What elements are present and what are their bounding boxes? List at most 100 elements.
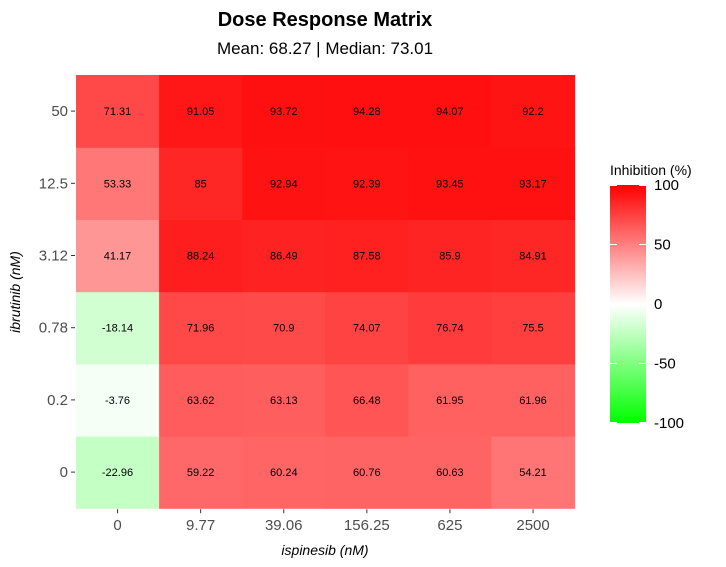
heatmap-cell xyxy=(76,75,160,148)
heatmap-cell xyxy=(242,363,326,437)
heatmap-cell xyxy=(325,75,409,148)
x-tick-label: 156.25 xyxy=(344,517,390,534)
x-axis: 0 9.77 39.06 156.25 625 2500 xyxy=(113,509,550,534)
cell-value-label: 93.72 xyxy=(270,106,298,118)
cell-value-label: 71.31 xyxy=(104,106,132,118)
y-tick-label: 12.5 xyxy=(39,175,68,192)
chart-subtitle: Mean: 68.27 | Median: 73.01 xyxy=(217,39,433,58)
cell-value-label: 70.9 xyxy=(273,323,294,335)
heatmap-cell xyxy=(408,436,493,509)
y-axis-title: ibrutinib (nM) xyxy=(7,251,23,333)
heatmap-cell xyxy=(159,147,243,220)
cell-value-label: 93.17 xyxy=(519,178,547,190)
heatmap-cell xyxy=(242,219,326,293)
y-tick-label: 0.78 xyxy=(39,320,68,337)
heatmap-cell xyxy=(408,291,493,365)
cell-value-label: 53.33 xyxy=(104,178,132,190)
heatmap-cell xyxy=(76,291,160,365)
cell-value-label: 61.95 xyxy=(436,395,464,407)
cell-value-label: 93.45 xyxy=(436,178,464,190)
cell-value-label: 54.21 xyxy=(519,467,547,479)
heatmap-cell xyxy=(159,75,243,148)
heatmap-cell xyxy=(159,291,243,365)
heatmap-cell xyxy=(242,147,326,220)
cell-value-label: 92.2 xyxy=(522,106,543,118)
cell-value-label: -22.96 xyxy=(102,467,133,479)
heatmap-cell xyxy=(325,436,409,509)
heatmap-cell xyxy=(76,436,160,509)
heatmap-cell xyxy=(491,363,576,437)
cell-value-label: 41.17 xyxy=(104,251,132,263)
cell-value-label: 92.39 xyxy=(353,178,381,190)
x-tick-label: 625 xyxy=(437,517,462,534)
cell-value-label: 94.07 xyxy=(436,106,464,118)
x-axis-title: ispinesib (nM) xyxy=(281,542,368,558)
x-tick-label: 0 xyxy=(113,517,121,534)
cell-value-label: 63.13 xyxy=(270,395,298,407)
cell-value-label: 66.48 xyxy=(353,395,381,407)
cell-value-label: 74.07 xyxy=(353,323,381,335)
legend-tick-label: 0 xyxy=(654,296,662,313)
heatmap-cell xyxy=(242,291,326,365)
heatmap-cell xyxy=(491,291,576,365)
cell-value-label: 60.63 xyxy=(436,467,464,479)
cell-value-label: 71.96 xyxy=(187,323,215,335)
cell-value-label: 59.22 xyxy=(187,467,215,479)
legend-tick-label: 50 xyxy=(654,237,671,254)
heatmap-cell xyxy=(159,436,243,509)
heatmap-cell xyxy=(491,219,576,293)
cell-value-label: 75.5 xyxy=(522,323,543,335)
heatmap-cell xyxy=(76,363,160,437)
y-axis: 0 0.2 0.78 3.12 12.5 50 xyxy=(39,103,75,481)
heatmap-cell xyxy=(159,363,243,437)
cell-value-label: 92.94 xyxy=(270,178,298,190)
y-tick-label: 50 xyxy=(51,103,68,120)
heatmap-cell xyxy=(76,147,160,220)
heatmap-cell xyxy=(408,219,493,293)
cell-value-label: 91.05 xyxy=(187,106,215,118)
legend-tick-label: -100 xyxy=(654,415,684,432)
heatmap-cell xyxy=(325,291,409,365)
cell-value-label: 76.74 xyxy=(436,323,464,335)
heatmap-cell xyxy=(491,147,576,220)
heatmap-cell xyxy=(325,219,409,293)
cell-value-label: 84.91 xyxy=(519,251,547,263)
cell-value-label: 85 xyxy=(194,178,206,190)
x-tick-label: 2500 xyxy=(516,517,549,534)
cell-value-label: -3.76 xyxy=(105,395,130,407)
cell-value-label: 85.9 xyxy=(439,251,460,263)
heatmap-cell xyxy=(325,147,409,220)
heatmap-cells: -22.96 59.22 60.24 60.76 60.63 54.21 -3.76 63.6… xyxy=(76,75,576,509)
heatmap-cell xyxy=(159,219,243,293)
heatmap-cell xyxy=(242,75,326,148)
cell-value-label: -18.14 xyxy=(102,323,133,335)
cell-value-label: 88.24 xyxy=(187,251,215,263)
heatmap-cell xyxy=(325,363,409,437)
heatmap-cell xyxy=(242,436,326,509)
cell-value-label: 60.24 xyxy=(270,467,298,479)
cell-value-label: 61.96 xyxy=(519,395,547,407)
heatmap-cell xyxy=(491,75,576,148)
x-tick-label: 39.06 xyxy=(265,517,303,534)
legend-tick-label: -50 xyxy=(654,356,676,373)
chart-title: Dose Response Matrix xyxy=(218,9,433,31)
y-tick-label: 0 xyxy=(60,464,68,481)
cell-value-label: 87.58 xyxy=(353,251,381,263)
heatmap-cell xyxy=(76,219,160,293)
cell-value-label: 94.28 xyxy=(353,106,381,118)
heatmap-cell xyxy=(491,436,576,509)
heatmap-cell xyxy=(408,75,493,148)
heatmap-cell xyxy=(408,363,493,437)
cell-value-label: 86.49 xyxy=(270,251,298,263)
legend-tick-label: 100 xyxy=(654,177,679,194)
legend: Inhibition (%) 100 50 0 -50 -100 xyxy=(610,162,692,432)
cell-value-label: 60.76 xyxy=(353,467,381,479)
heatmap-cell xyxy=(408,147,493,220)
legend-ticks: 100 50 0 -50 -100 xyxy=(610,177,684,432)
cell-value-label: 63.62 xyxy=(187,395,215,407)
y-tick-label: 3.12 xyxy=(39,248,68,265)
y-tick-label: 0.2 xyxy=(47,392,68,409)
legend-title: Inhibition (%) xyxy=(610,162,692,178)
x-tick-label: 9.77 xyxy=(186,517,215,534)
